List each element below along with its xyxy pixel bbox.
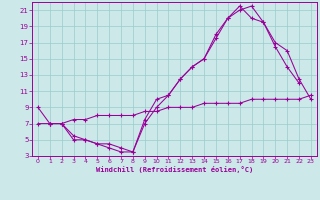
X-axis label: Windchill (Refroidissement éolien,°C): Windchill (Refroidissement éolien,°C) [96,166,253,173]
